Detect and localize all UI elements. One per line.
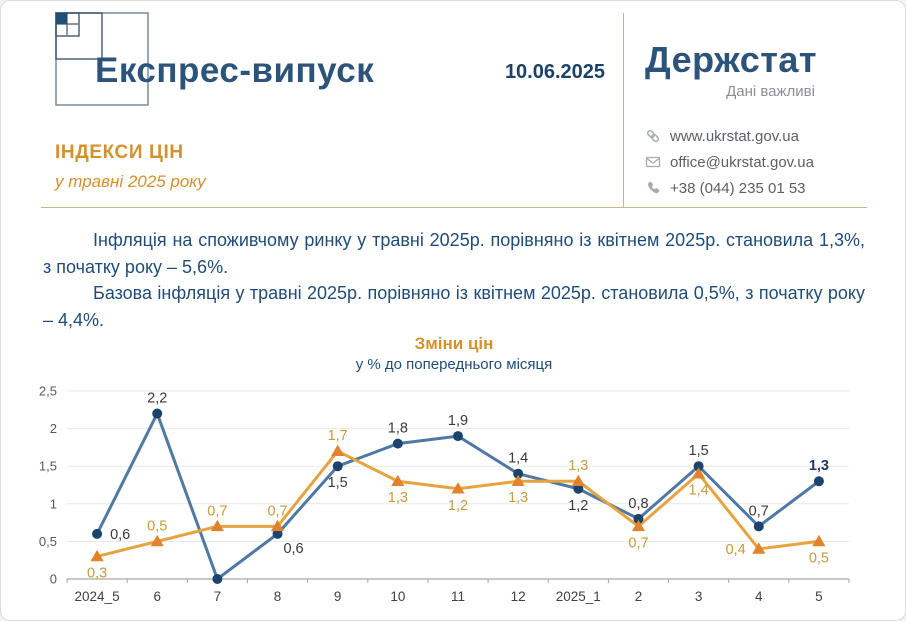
horizontal-divider bbox=[41, 207, 867, 208]
x-tick-label: 2024_5 bbox=[75, 589, 120, 604]
subject-title: ІНДЕКСИ ЦІН bbox=[55, 142, 184, 163]
y-tick-label: 2,5 bbox=[39, 384, 57, 399]
orange-line-marker bbox=[331, 444, 345, 456]
data-label: 0,4 bbox=[726, 542, 746, 558]
blue-line-marker bbox=[813, 476, 824, 487]
blue-line-marker bbox=[453, 431, 463, 442]
y-tick-label: 1 bbox=[50, 496, 57, 511]
masthead-title: Експрес-випуск bbox=[95, 51, 375, 90]
vertical-divider bbox=[623, 13, 624, 208]
data-label: 0,6 bbox=[110, 527, 130, 543]
chart-subtitle: у % до попереднього місяця bbox=[355, 356, 553, 373]
data-label: 1,7 bbox=[328, 428, 348, 444]
data-label: 1,2 bbox=[448, 498, 468, 514]
orange-line-marker bbox=[511, 474, 525, 487]
orange-line-marker bbox=[631, 519, 646, 532]
data-label: 1,9 bbox=[448, 413, 468, 429]
orange-line-marker bbox=[150, 534, 164, 547]
email-text: office@ukrstat.gov.ua bbox=[670, 153, 814, 171]
website-text: www.ukrstat.gov.ua bbox=[670, 127, 799, 145]
data-label: 1,3 bbox=[568, 458, 588, 474]
price-change-chart: 0 0,5 1 1,5 2 2,5 2024_5 6 7 8 9 10 11 12 2025_1 2 3 4 5 0,… bbox=[39, 384, 850, 604]
data-label: 1,4 bbox=[508, 451, 528, 467]
data-label: 1,3 bbox=[508, 490, 528, 506]
blue-line-marker bbox=[513, 468, 524, 479]
data-label: 0,8 bbox=[628, 496, 648, 512]
x-tick-label: 8 bbox=[274, 589, 282, 604]
orange-line-marker bbox=[270, 519, 285, 532]
email-row: office@ukrstat.gov.ua bbox=[645, 149, 845, 175]
data-label: 0,7 bbox=[749, 503, 769, 519]
x-tick-label: 10 bbox=[390, 589, 405, 604]
x-tick-label: 3 bbox=[695, 589, 703, 604]
x-tick-label: 6 bbox=[153, 589, 161, 604]
y-tick-label: 0,5 bbox=[39, 534, 57, 549]
data-label: 0,5 bbox=[809, 550, 829, 566]
data-label: 0,5 bbox=[147, 518, 167, 534]
data-label: 0,7 bbox=[628, 535, 648, 551]
data-label: 2,2 bbox=[147, 391, 167, 407]
derzhstat-squares-logo bbox=[55, 12, 149, 106]
link-icon bbox=[646, 129, 660, 143]
website-row: www.ukrstat.gov.ua bbox=[645, 123, 845, 149]
x-tick-label: 7 bbox=[214, 589, 222, 604]
body-text: Інфляція на споживчому ринку у травні 20… bbox=[43, 227, 865, 333]
blue-line-marker bbox=[212, 574, 223, 584]
phone-row: +38 (044) 235 01 53 bbox=[645, 175, 845, 201]
phone-icon bbox=[648, 181, 660, 194]
paragraph-inflation: Інфляція на споживчому ринку у травні 20… bbox=[43, 230, 865, 277]
brand-name: Держстат bbox=[645, 39, 817, 80]
x-tick-label: 11 bbox=[451, 589, 465, 604]
data-label: 1,3 bbox=[809, 458, 829, 474]
data-label: 1,5 bbox=[328, 475, 348, 491]
data-label: 1,5 bbox=[689, 443, 709, 459]
x-tick-label: 2025_1 bbox=[556, 589, 601, 604]
data-label: 1,8 bbox=[388, 421, 408, 437]
data-label: 0,6 bbox=[283, 541, 303, 557]
blue-line-marker bbox=[92, 528, 103, 539]
data-label: 1,2 bbox=[568, 498, 588, 514]
paragraph-core-inflation: Базова інфляція у травні 2025р. порівнян… bbox=[43, 283, 865, 330]
phone-text: +38 (044) 235 01 53 bbox=[670, 179, 806, 197]
subject-block: ІНДЕКСИ ЦІН у травні 2025 року bbox=[55, 142, 206, 192]
release-date: 10.06.2025 bbox=[504, 61, 606, 83]
orange-line-marker bbox=[90, 549, 104, 562]
blue-line-marker bbox=[332, 461, 343, 472]
blue-line-marker bbox=[753, 521, 764, 532]
contact-list: www.ukrstat.gov.ua office@ukrstat.gov.ua… bbox=[645, 123, 845, 201]
y-tick-label: 1,5 bbox=[39, 459, 57, 474]
blue-line-marker bbox=[633, 513, 644, 524]
data-label: 0,3 bbox=[87, 565, 107, 581]
y-tick-label: 2 bbox=[50, 421, 57, 436]
x-tick-label: 5 bbox=[815, 589, 823, 604]
blue-line-marker bbox=[392, 438, 403, 449]
blue-line-marker bbox=[573, 483, 584, 494]
data-label: 0,7 bbox=[207, 503, 227, 519]
brand-block: Держстат Дані важливі bbox=[631, 39, 817, 100]
x-tick-label: 2 bbox=[635, 589, 643, 604]
x-tick-label: 9 bbox=[334, 589, 342, 604]
data-label: 0,7 bbox=[267, 503, 287, 519]
chart-title: Зміни цін bbox=[414, 334, 494, 353]
blue-line-marker bbox=[693, 461, 704, 472]
orange-line-marker bbox=[451, 482, 465, 494]
x-tick-label: 4 bbox=[755, 589, 763, 604]
data-label: 1,4 bbox=[689, 483, 709, 499]
subject-subtitle: у травні 2025 року bbox=[55, 172, 206, 191]
orange-line-marker bbox=[391, 474, 405, 487]
brand-tagline: Дані важливі bbox=[726, 83, 815, 100]
blue-line-marker bbox=[272, 528, 283, 539]
email-icon bbox=[645, 156, 661, 168]
orange-line-marker bbox=[812, 534, 826, 547]
x-tick-label: 12 bbox=[511, 589, 526, 604]
orange-line-marker bbox=[752, 542, 766, 554]
blue-line-marker bbox=[152, 408, 163, 419]
data-label: 1,3 bbox=[388, 490, 408, 506]
orange-line-marker bbox=[210, 519, 224, 532]
orange-line-marker bbox=[692, 467, 706, 479]
y-tick-label: 0 bbox=[50, 572, 57, 587]
orange-line-marker bbox=[571, 474, 585, 487]
